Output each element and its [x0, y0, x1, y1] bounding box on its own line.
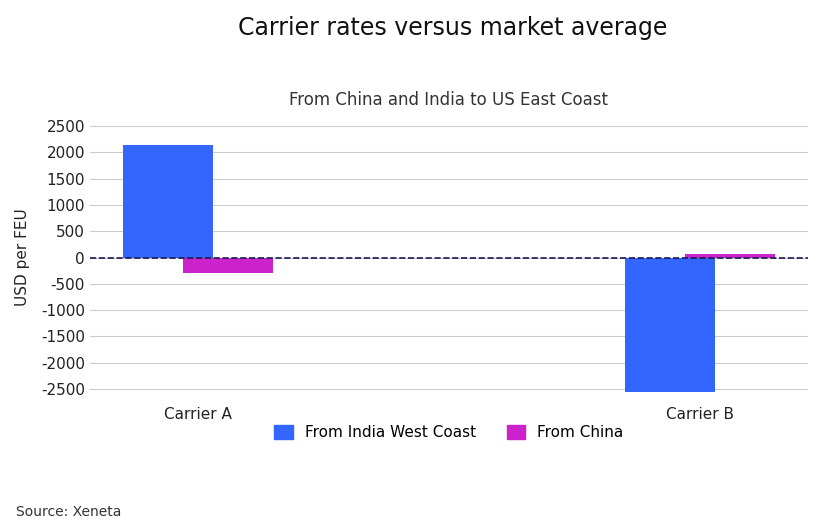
Text: Source: Xeneta: Source: Xeneta — [16, 505, 122, 519]
Legend: From India West Coast, From China: From India West Coast, From China — [268, 419, 630, 446]
Bar — [183, 258, 273, 274]
Text: Carrier rates versus market average: Carrier rates versus market average — [238, 16, 667, 40]
Bar — [625, 258, 715, 391]
Y-axis label: USD per FEU: USD per FEU — [15, 209, 30, 307]
Title: From China and India to US East Coast: From China and India to US East Coast — [290, 91, 608, 108]
Bar — [123, 145, 213, 258]
Bar — [685, 254, 775, 258]
